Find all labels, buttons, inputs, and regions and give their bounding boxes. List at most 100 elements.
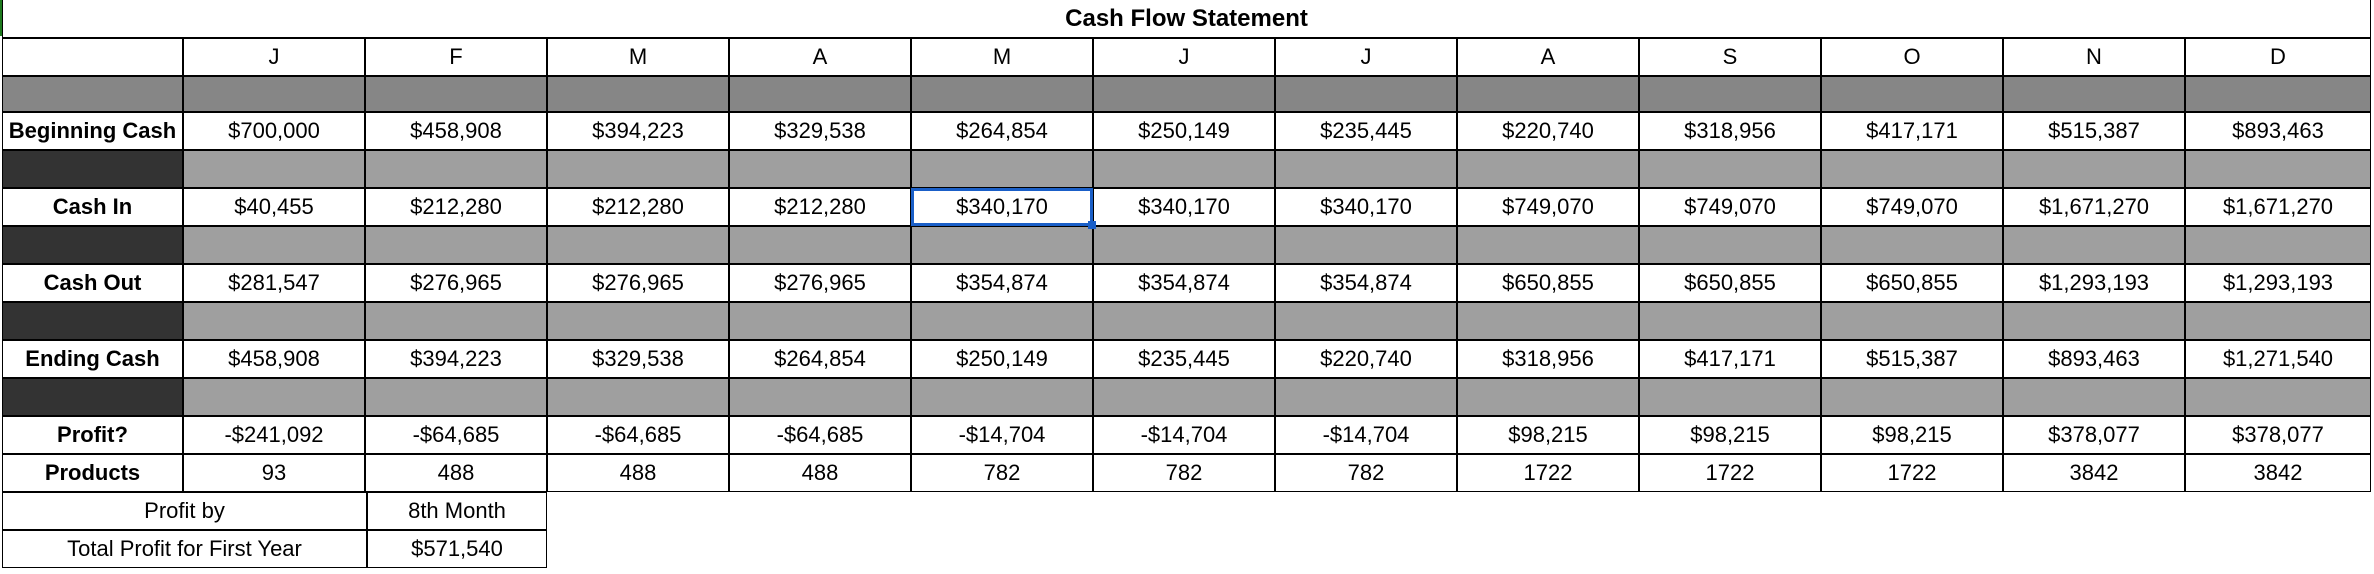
band-cell[interactable]: [1457, 76, 1639, 112]
value-cell[interactable]: $650,855: [1821, 264, 2003, 302]
value-cell[interactable]: $650,855: [1457, 264, 1639, 302]
value-cell[interactable]: $893,463: [2003, 340, 2185, 378]
value-cell[interactable]: $515,387: [1821, 340, 2003, 378]
value-cell[interactable]: $264,854: [911, 112, 1093, 150]
separator-cell[interactable]: [1457, 378, 1639, 416]
separator-cell[interactable]: [2185, 302, 2371, 340]
value-cell[interactable]: $281,547: [183, 264, 365, 302]
band-cell[interactable]: [1639, 76, 1821, 112]
band-cell[interactable]: [2185, 76, 2371, 112]
value-cell[interactable]: $354,874: [911, 264, 1093, 302]
separator-cell[interactable]: [183, 378, 365, 416]
separator-cell[interactable]: [729, 378, 911, 416]
separator-label-cell[interactable]: [2, 150, 183, 188]
value-cell[interactable]: $1,671,270: [2003, 188, 2185, 226]
value-cell[interactable]: $340,170: [1093, 188, 1275, 226]
band-cell[interactable]: [1275, 76, 1457, 112]
value-cell[interactable]: $1,271,540: [2185, 340, 2371, 378]
value-cell[interactable]: $417,171: [1639, 340, 1821, 378]
separator-cell[interactable]: [547, 302, 729, 340]
separator-cell[interactable]: [1457, 226, 1639, 264]
month-header[interactable]: D: [2185, 38, 2371, 76]
value-cell[interactable]: $458,908: [365, 112, 547, 150]
separator-cell[interactable]: [1821, 378, 2003, 416]
separator-cell[interactable]: [729, 302, 911, 340]
value-cell[interactable]: $235,445: [1275, 112, 1457, 150]
separator-cell[interactable]: [1821, 226, 2003, 264]
value-cell[interactable]: $276,965: [365, 264, 547, 302]
band-cell[interactable]: [183, 76, 365, 112]
value-cell[interactable]: $515,387: [2003, 112, 2185, 150]
separator-cell[interactable]: [547, 378, 729, 416]
month-header[interactable]: O: [1821, 38, 2003, 76]
separator-cell[interactable]: [729, 226, 911, 264]
separator-cell[interactable]: [911, 302, 1093, 340]
value-cell[interactable]: 1722: [1457, 454, 1639, 492]
separator-cell[interactable]: [365, 302, 547, 340]
value-cell[interactable]: $98,215: [1457, 416, 1639, 454]
band-cell[interactable]: [1093, 76, 1275, 112]
value-cell[interactable]: $458,908: [183, 340, 365, 378]
row-label[interactable]: Ending Cash: [2, 340, 183, 378]
value-cell[interactable]: $354,874: [1275, 264, 1457, 302]
separator-cell[interactable]: [1457, 302, 1639, 340]
separator-cell[interactable]: [2003, 226, 2185, 264]
separator-cell[interactable]: [1275, 302, 1457, 340]
value-cell[interactable]: -$64,685: [365, 416, 547, 454]
band-cell[interactable]: [365, 76, 547, 112]
month-header[interactable]: S: [1639, 38, 1821, 76]
separator-cell[interactable]: [1275, 150, 1457, 188]
band-cell[interactable]: [2003, 76, 2185, 112]
separator-label-cell[interactable]: [2, 226, 183, 264]
summary-label[interactable]: Profit by: [2, 492, 367, 530]
separator-cell[interactable]: [183, 302, 365, 340]
separator-cell[interactable]: [1093, 150, 1275, 188]
month-header[interactable]: M: [547, 38, 729, 76]
separator-cell[interactable]: [1639, 378, 1821, 416]
value-cell[interactable]: 1722: [1639, 454, 1821, 492]
value-cell[interactable]: 93: [183, 454, 365, 492]
summary-label[interactable]: Total Profit for First Year: [2, 530, 367, 568]
row-label[interactable]: Beginning Cash: [2, 112, 183, 150]
value-cell[interactable]: $340,170: [911, 188, 1093, 226]
separator-cell[interactable]: [1457, 150, 1639, 188]
value-cell[interactable]: 782: [1093, 454, 1275, 492]
month-header[interactable]: M: [911, 38, 1093, 76]
band-cell[interactable]: [729, 76, 911, 112]
value-cell[interactable]: $276,965: [547, 264, 729, 302]
separator-cell[interactable]: [1093, 378, 1275, 416]
separator-cell[interactable]: [729, 150, 911, 188]
value-cell[interactable]: $650,855: [1639, 264, 1821, 302]
separator-label-cell[interactable]: [2, 378, 183, 416]
separator-cell[interactable]: [1821, 150, 2003, 188]
separator-cell[interactable]: [1093, 226, 1275, 264]
value-cell[interactable]: $749,070: [1639, 188, 1821, 226]
value-cell[interactable]: $893,463: [2185, 112, 2371, 150]
summary-value[interactable]: 8th Month: [367, 492, 547, 530]
value-cell[interactable]: 3842: [2185, 454, 2371, 492]
month-header[interactable]: A: [1457, 38, 1639, 76]
value-cell[interactable]: $98,215: [1639, 416, 1821, 454]
sheet-title[interactable]: Cash Flow Statement: [2, 0, 2371, 38]
header-label-cell[interactable]: [2, 38, 183, 76]
separator-cell[interactable]: [911, 226, 1093, 264]
value-cell[interactable]: -$14,704: [911, 416, 1093, 454]
value-cell[interactable]: $250,149: [1093, 112, 1275, 150]
row-label[interactable]: Profit?: [2, 416, 183, 454]
value-cell[interactable]: $329,538: [729, 112, 911, 150]
separator-cell[interactable]: [2003, 302, 2185, 340]
value-cell[interactable]: 488: [547, 454, 729, 492]
separator-cell[interactable]: [365, 378, 547, 416]
separator-cell[interactable]: [1639, 226, 1821, 264]
month-header[interactable]: J: [1275, 38, 1457, 76]
fill-handle[interactable]: [1088, 221, 1096, 229]
value-cell[interactable]: 488: [365, 454, 547, 492]
value-cell[interactable]: $212,280: [547, 188, 729, 226]
value-cell[interactable]: $220,740: [1275, 340, 1457, 378]
band-cell[interactable]: [911, 76, 1093, 112]
row-label[interactable]: Products: [2, 454, 183, 492]
value-cell[interactable]: $318,956: [1457, 340, 1639, 378]
value-cell[interactable]: $749,070: [1457, 188, 1639, 226]
value-cell[interactable]: $250,149: [911, 340, 1093, 378]
value-cell[interactable]: $212,280: [365, 188, 547, 226]
